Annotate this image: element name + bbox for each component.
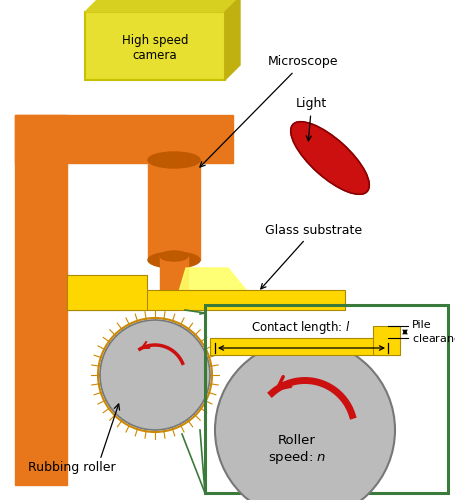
Text: Rubbing roller: Rubbing roller	[28, 462, 116, 474]
Ellipse shape	[148, 252, 200, 268]
Text: Roller
speed: $n$: Roller speed: $n$	[268, 434, 326, 466]
Ellipse shape	[160, 291, 188, 301]
Bar	[15, 115, 233, 163]
Circle shape	[215, 340, 395, 500]
Polygon shape	[225, 0, 240, 80]
Circle shape	[100, 320, 210, 430]
Ellipse shape	[148, 152, 200, 168]
Bar	[67, 290, 345, 310]
Text: Light: Light	[296, 98, 327, 141]
Text: Pile
clearance: $M$: Pile clearance: $M$	[412, 320, 455, 344]
Polygon shape	[85, 0, 240, 12]
Bar	[205, 305, 448, 493]
Polygon shape	[178, 268, 250, 295]
Bar	[160, 256, 188, 296]
Text: Microscope: Microscope	[200, 56, 339, 167]
Bar	[85, 12, 225, 80]
Bar	[15, 115, 67, 485]
Bar	[210, 338, 388, 355]
Bar	[373, 326, 400, 355]
Text: High speed
camera: High speed camera	[122, 34, 188, 62]
Bar	[148, 160, 200, 260]
Text: Contact length: $l$: Contact length: $l$	[251, 318, 351, 336]
Ellipse shape	[160, 251, 188, 261]
Ellipse shape	[291, 122, 369, 194]
Bar	[67, 275, 147, 310]
Text: Glass substrate: Glass substrate	[261, 224, 362, 289]
